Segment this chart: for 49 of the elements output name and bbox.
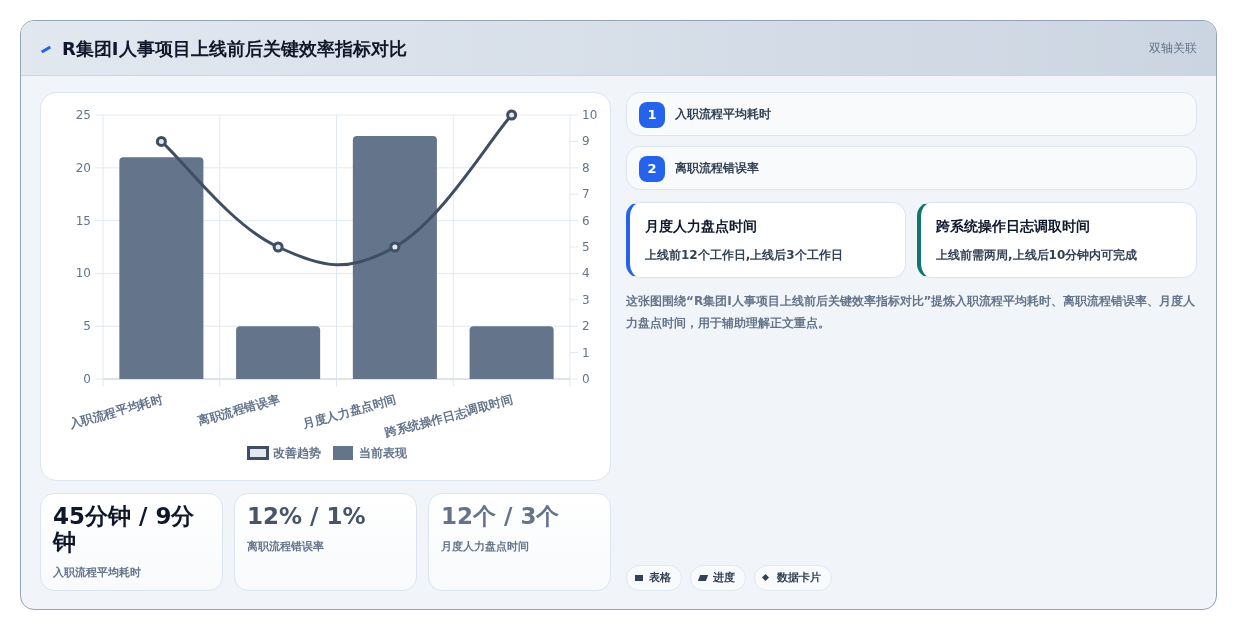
- text: 离职流程错误率: [247, 539, 324, 554]
- bar: [236, 326, 321, 379]
- y2-tick-label: 2: [582, 319, 590, 334]
- text: 表格: [626, 565, 682, 591]
- point: [389, 241, 401, 253]
- text: 数据卡片: [754, 565, 832, 591]
- legend-label: 改善趋势: [273, 446, 321, 460]
- text: 上线前12个工作日,上线后3个工作日: [645, 247, 843, 264]
- text: 进度: [690, 565, 746, 591]
- point: [506, 109, 518, 121]
- legend-label: 当前表现: [359, 446, 408, 460]
- text: 这张图围绕“R集团I人事项目上线前后关键效率指标对比”提炼入职流程平均耗时、离职流程错误率、月度人力盘点时间，用于辅助理解正文重点。: [626, 293, 1197, 332]
- y2-tick-label: 7: [582, 187, 590, 202]
- y-tick-label: 10: [75, 266, 91, 281]
- text: 12个 / 3个: [441, 503, 561, 529]
- text: 月度人力盘点时间: [441, 539, 529, 554]
- y2-tick-label: 8: [582, 160, 590, 175]
- y2-tick-label: 5: [582, 240, 590, 254]
- bar: [352, 136, 437, 379]
- y2-tick-label: 9: [582, 134, 590, 149]
- y2-tick-label: 10: [582, 108, 598, 122]
- point: [155, 135, 167, 147]
- text: 45分钟 / 9分钟: [53, 503, 196, 555]
- text: 入职流程平均耗时: [675, 106, 771, 123]
- text: 2: [639, 156, 665, 182]
- y-tick-label: 25: [75, 108, 91, 122]
- y2-tick-label: 0: [582, 372, 590, 386]
- text: R集团I人事项目上线前后关键效率指标对比: [62, 37, 407, 61]
- y2-tick-label: 1: [582, 345, 590, 360]
- y-tick-label: 20: [75, 160, 91, 175]
- y2-tick-label: 4: [582, 266, 590, 281]
- point: [272, 241, 284, 253]
- bar: [119, 157, 204, 379]
- x-tick-label: 离职流程错误率: [195, 392, 281, 428]
- text: 12% / 1%: [247, 503, 367, 529]
- text: 月度人力盘点时间: [645, 218, 757, 236]
- y2-tick-label: 6: [582, 213, 590, 228]
- y2-tick-label: 3: [582, 292, 590, 307]
- x-tick-label: 入职流程平均耗时: [66, 392, 165, 431]
- text: 双轴关联: [1149, 40, 1197, 57]
- text: 1: [639, 102, 665, 128]
- text: 离职流程错误率: [675, 160, 759, 177]
- text: 上线前需两周,上线后10分钟内可完成: [936, 247, 1138, 264]
- text: 跨系统操作日志调取时间: [936, 218, 1090, 236]
- y-tick-label: 15: [75, 213, 91, 228]
- bar: [469, 326, 554, 379]
- y-tick-label: 5: [83, 319, 91, 334]
- y-tick-label: 0: [83, 372, 91, 386]
- text: 入职流程平均耗时: [53, 565, 141, 580]
